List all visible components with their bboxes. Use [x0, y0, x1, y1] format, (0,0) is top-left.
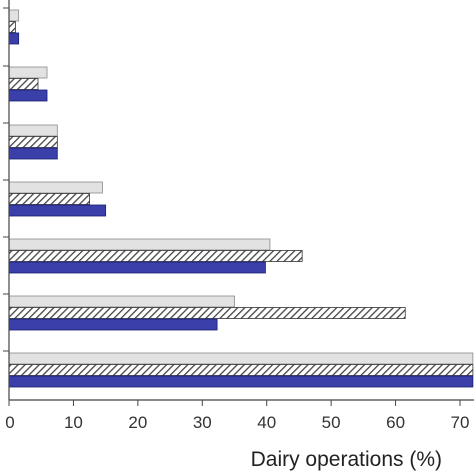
bar-series-1-category-1 [8, 9, 20, 22]
bar-series-1-category-5 [8, 238, 271, 251]
x-tick-label-30: 30 [193, 413, 212, 432]
bars-group [8, 9, 474, 388]
bar-series-3-category-3 [8, 147, 58, 160]
bar-series-1-category-4 [8, 181, 103, 194]
bar-series-2-category-6 [8, 307, 406, 319]
x-tick-label-50: 50 [322, 413, 341, 432]
x-tick-label-60: 60 [386, 413, 405, 432]
bar-series-1-category-3 [8, 124, 58, 137]
x-tick-label-20: 20 [128, 413, 147, 432]
bar-series-2-category-2 [8, 78, 39, 90]
bar-series-3-category-6 [8, 318, 218, 331]
axes-group: 0 10 20 30 40 50 60 70 [3, 0, 474, 432]
bar-series-2-category-5 [8, 250, 303, 262]
bar-series-2-category-4 [8, 193, 90, 205]
x-axis-title: Dairy operations (%) [251, 448, 442, 471]
bar-series-1-category-6 [8, 295, 235, 308]
bar-series-2-category-7 [8, 364, 474, 376]
x-tick-label-10: 10 [64, 413, 83, 432]
bar-series-1-category-7 [8, 352, 474, 365]
bar-series-3-category-2 [8, 89, 48, 102]
bar-series-3-category-1 [8, 32, 20, 45]
bar-series-1-category-2 [8, 66, 48, 79]
bar-series-3-category-5 [8, 261, 266, 274]
bar-series-2-category-1 [8, 21, 16, 33]
bar-series-3-category-7 [8, 375, 474, 388]
bar-series-3-category-4 [8, 204, 107, 217]
bar-series-2-category-3 [8, 136, 58, 148]
x-tick-label-40: 40 [257, 413, 276, 432]
x-tick-label-0: 0 [5, 413, 14, 432]
x-tick-label-70: 70 [451, 413, 470, 432]
